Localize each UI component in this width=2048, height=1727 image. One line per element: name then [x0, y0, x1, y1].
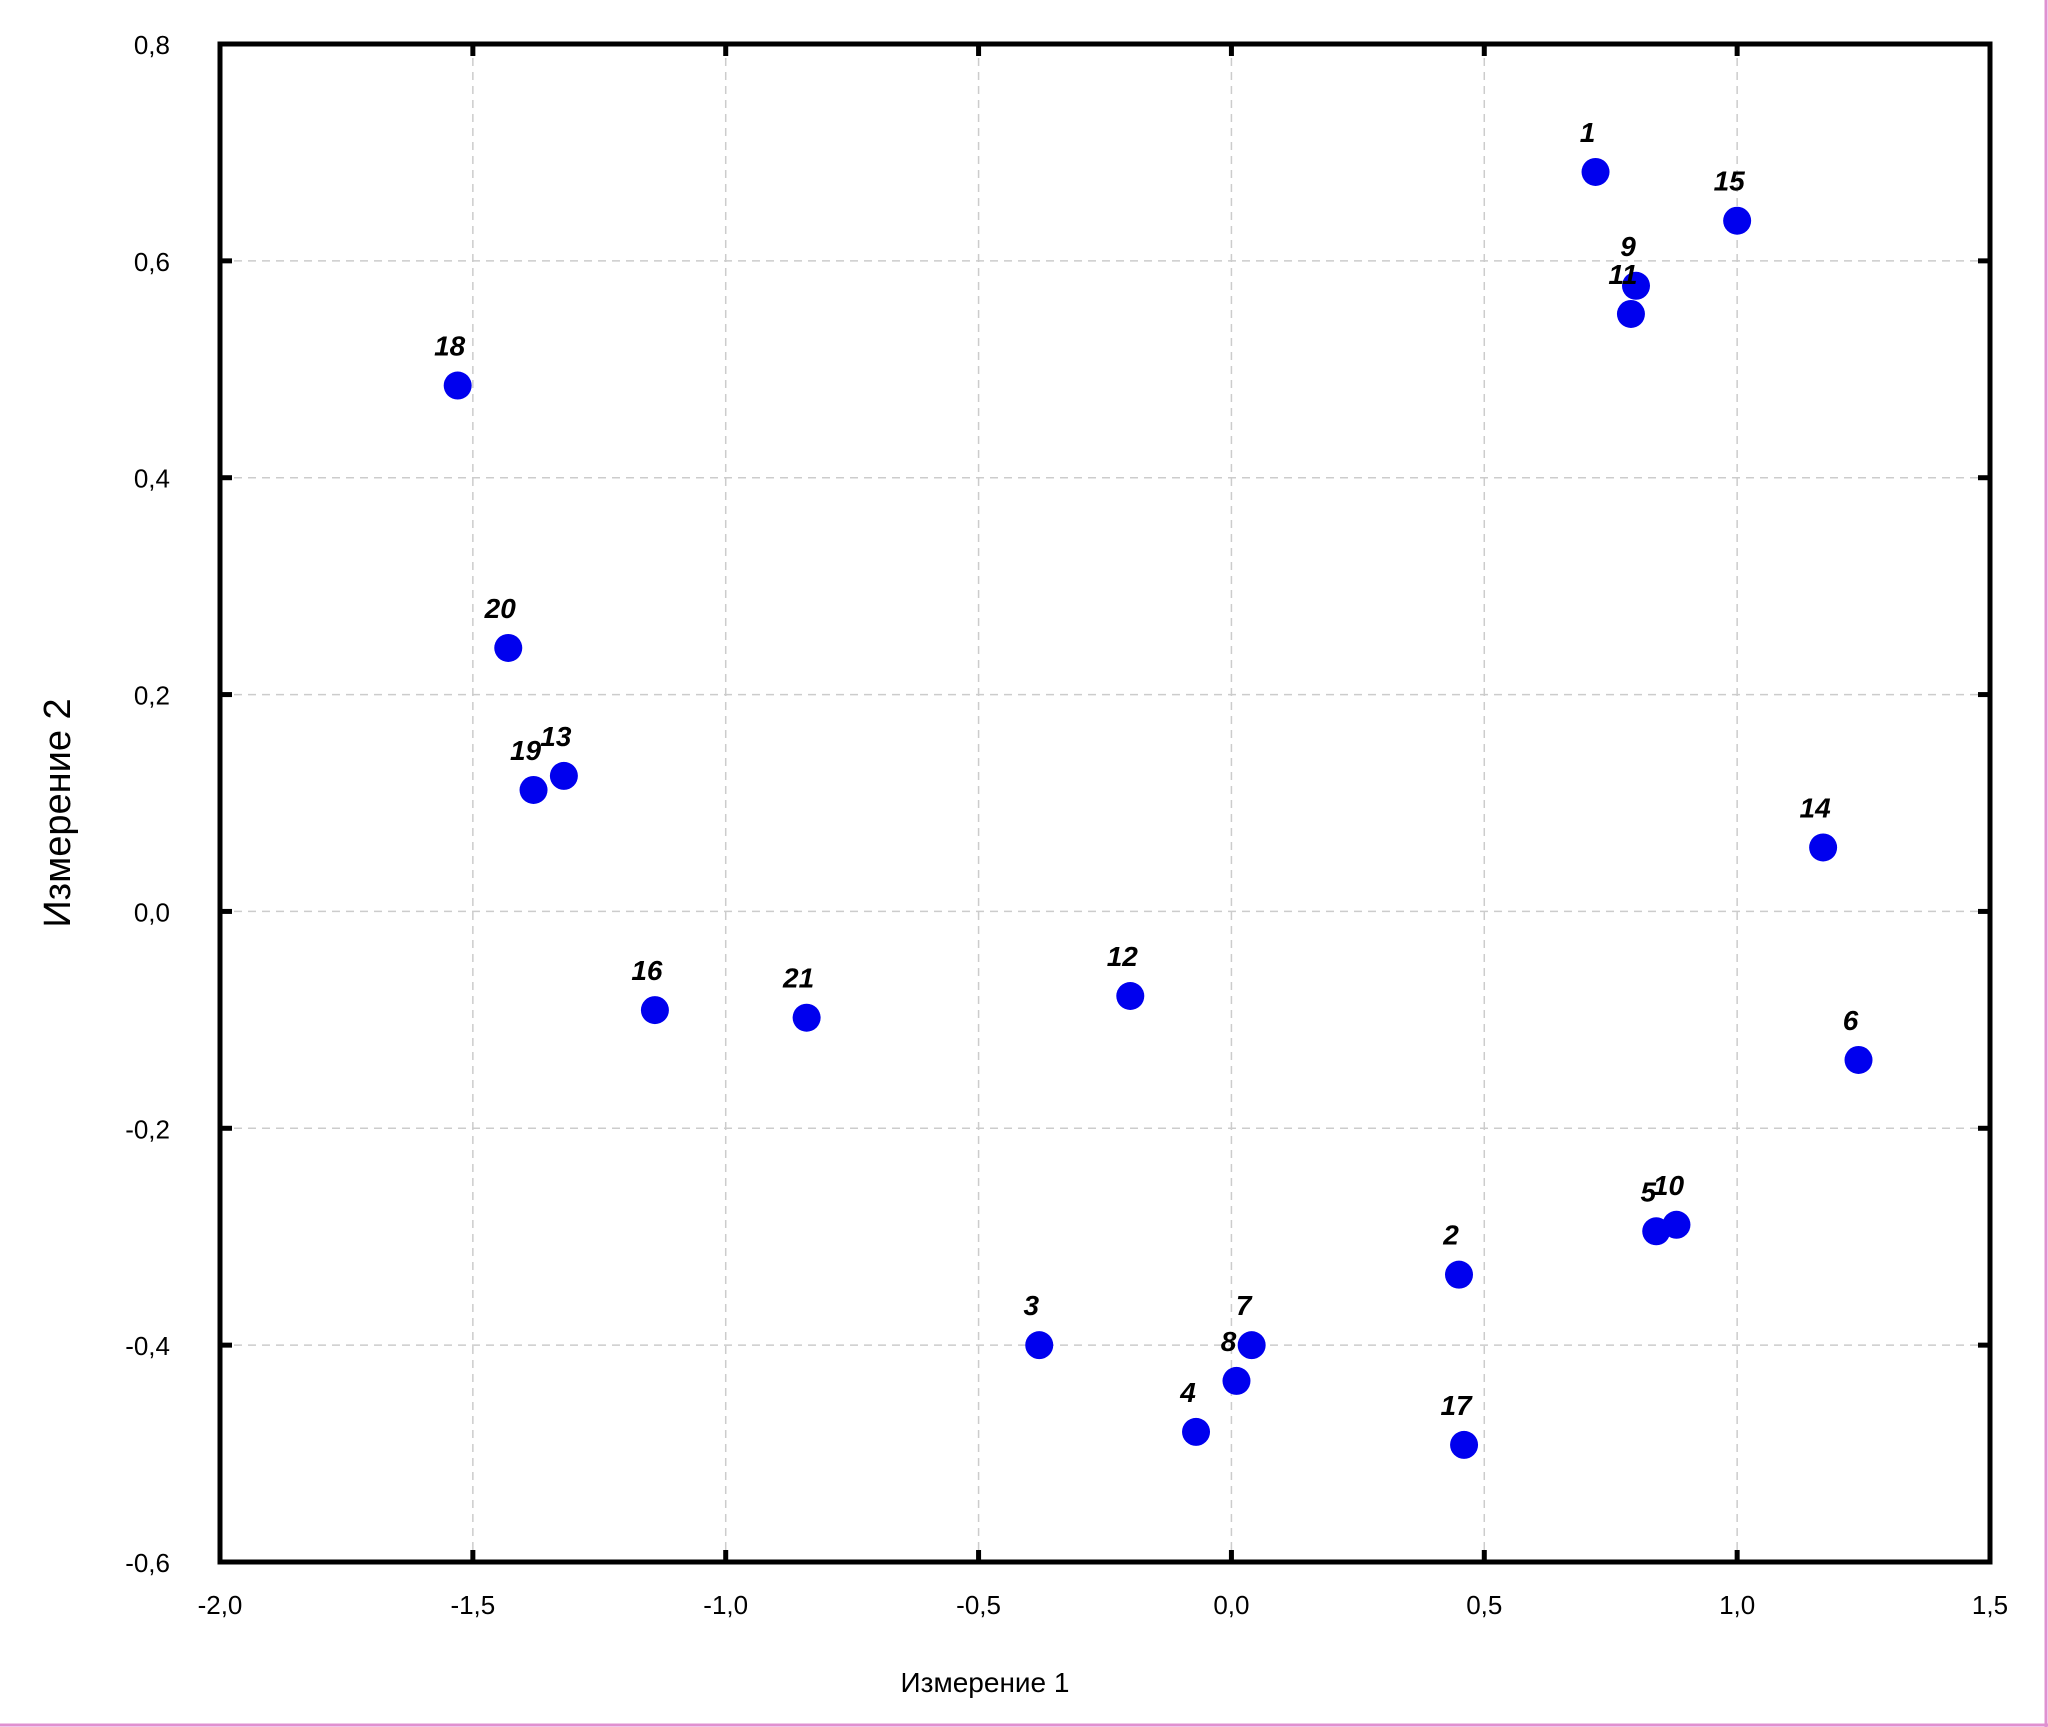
data-point-label: 11	[1608, 259, 1637, 290]
x-tick-label: -0,5	[956, 1590, 1001, 1620]
data-point-label: 16	[631, 955, 663, 986]
data-points	[443, 157, 1873, 1459]
data-point-label: 6	[1843, 1005, 1859, 1036]
data-point-label: 5	[1640, 1176, 1656, 1207]
data-point	[1723, 206, 1752, 235]
data-point	[1581, 157, 1610, 186]
plot-frame	[217, 41, 1993, 1565]
data-point	[1616, 299, 1645, 328]
data-point	[1237, 1331, 1266, 1360]
data-point	[1809, 833, 1838, 862]
data-point-label: 17	[1440, 1390, 1473, 1421]
data-point-label: 7	[1236, 1290, 1253, 1321]
x-tick-label: 1,5	[1972, 1590, 2008, 1620]
data-point-label: 10	[1653, 1170, 1685, 1201]
data-point-label: 13	[540, 721, 572, 752]
data-point	[1116, 982, 1145, 1011]
x-tick-label: 1,0	[1719, 1590, 1755, 1620]
data-point	[549, 761, 578, 790]
data-point	[519, 775, 548, 804]
data-point	[1622, 271, 1650, 300]
data-point	[1222, 1366, 1251, 1395]
data-point-label: 3	[1023, 1290, 1039, 1321]
data-point-label: 9	[1620, 231, 1636, 262]
data-point	[1662, 1210, 1691, 1239]
x-tick-label: 0,5	[1466, 1590, 1502, 1620]
data-point-label: 18	[434, 331, 466, 362]
data-point-label: 1	[1580, 117, 1596, 148]
data-point-label: 15	[1714, 166, 1746, 197]
y-tick-labels: 0,8 0,6 0,4 0,2 0,0 -0,2 -0,4 -0,6	[125, 30, 170, 1578]
y-axis-title: Измерение 2	[37, 698, 79, 927]
data-point	[1844, 1045, 1873, 1074]
x-tick-label: -1,0	[703, 1590, 748, 1620]
data-point	[1025, 1331, 1054, 1360]
data-point	[1182, 1417, 1211, 1446]
data-point	[443, 371, 472, 400]
y-tick-label: 0,0	[134, 897, 170, 927]
x-tick-labels: -2,0 -1,5 -1,0 -0,5 0,0 0,5 1,0 1,5	[198, 1590, 2008, 1620]
y-tick-label: -0,6	[125, 1548, 170, 1578]
data-point-label: 20	[484, 593, 517, 624]
x-tick-label: 0,0	[1213, 1590, 1249, 1620]
x-tick-label: -2,0	[198, 1590, 243, 1620]
data-point	[494, 633, 523, 662]
data-point	[1445, 1260, 1473, 1289]
y-tick-label: -0,4	[125, 1331, 170, 1361]
data-point-label: 2	[1442, 1220, 1459, 1251]
y-tick-label: 0,4	[134, 464, 170, 494]
data-point	[640, 996, 669, 1025]
data-point-label: 19	[510, 735, 542, 766]
axis-ticks	[220, 44, 1990, 1562]
y-tick-label: 0,8	[134, 30, 170, 60]
data-point-label: 8	[1221, 1326, 1237, 1357]
data-point	[1450, 1430, 1479, 1459]
x-tick-label: -1,5	[450, 1590, 495, 1620]
x-axis-title: Измерение 1	[901, 1667, 1070, 1698]
y-tick-label: 0,2	[134, 681, 170, 711]
data-point-label: 12	[1107, 941, 1139, 972]
y-tick-label: 0,6	[134, 247, 170, 277]
data-point	[792, 1003, 821, 1032]
data-point-label: 21	[782, 963, 814, 994]
grid-lines	[220, 44, 1990, 1562]
data-point-label: 14	[1800, 792, 1832, 823]
data-point-label: 4	[1179, 1377, 1196, 1408]
y-tick-label: -0,2	[125, 1114, 170, 1144]
